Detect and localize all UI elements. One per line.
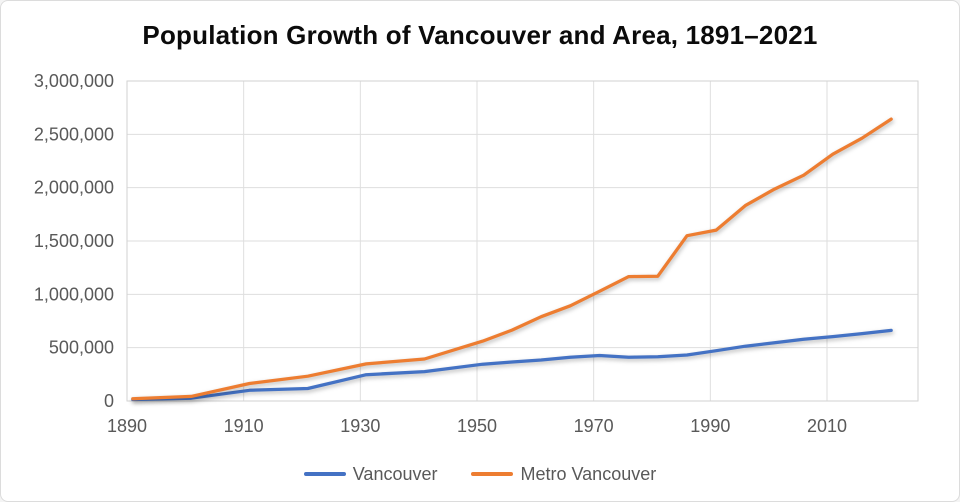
x-tick-label: 1950 (457, 416, 497, 436)
y-tick-label: 3,000,000 (34, 71, 114, 91)
metro-vancouver-line (131, 117, 893, 401)
legend-label-vancouver: Vancouver (352, 463, 438, 484)
legend-item-vancouver: Vancouver (303, 463, 438, 485)
x-tick-label: 1990 (690, 416, 730, 436)
y-tick-label: 500,000 (49, 338, 114, 358)
x-tick-label: 1890 (107, 416, 147, 436)
x-tick-label: 2010 (807, 416, 847, 436)
vancouver-line-swatch (303, 472, 346, 476)
x-tick-label: 1910 (224, 416, 264, 436)
legend-label-metro-vancouver: Metro Vancouver (520, 463, 657, 484)
y-tick-label: 0 (104, 391, 114, 411)
plot-area-border (126, 80, 919, 402)
chart-legend: Vancouver Metro Vancouver (1, 457, 959, 491)
vancouver-line (131, 328, 893, 402)
y-tick-label: 2,500,000 (34, 124, 114, 144)
legend-item-metro-vancouver: Metro Vancouver (471, 464, 656, 485)
chart-title: Population Growth of Vancouver and Area,… (142, 20, 818, 50)
metro-vancouver-line-swatch (471, 472, 514, 476)
y-tick-label: 1,000,000 (34, 284, 114, 304)
x-tick-label: 1930 (340, 416, 380, 436)
x-tick-label: 1970 (574, 416, 614, 436)
y-tick-label: 1,500,000 (34, 231, 114, 251)
y-tick-label: 2,000,000 (34, 178, 114, 198)
